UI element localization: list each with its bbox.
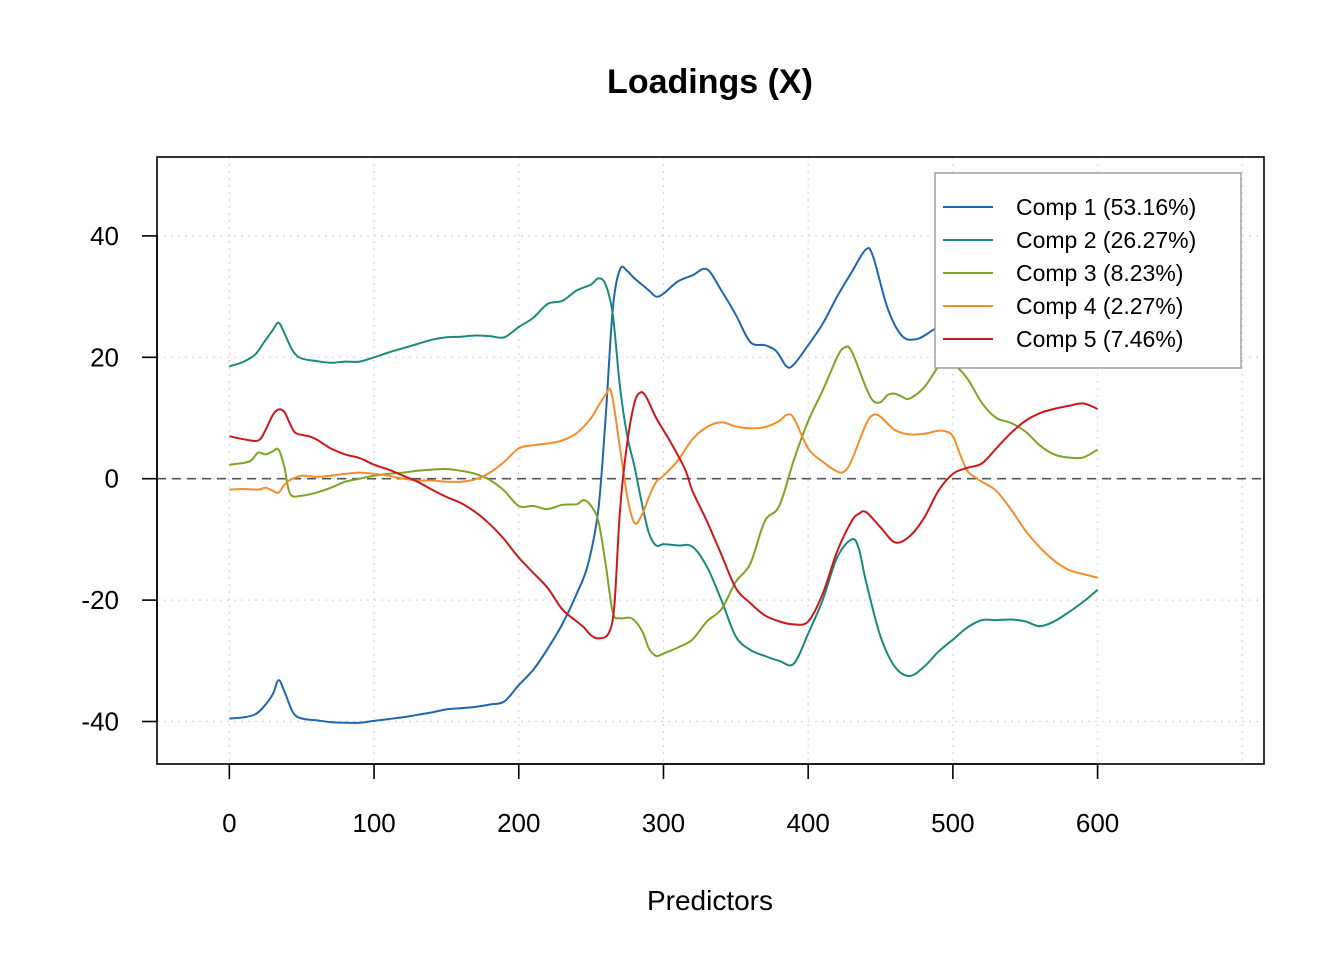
series-line-comp-3 [229,345,1099,658]
legend-label-comp-1: Comp 1 (53.16%) [1016,194,1196,220]
legend-label-comp-5: Comp 5 (7.46%) [1016,326,1183,352]
y-tick-label: -40 [81,707,119,737]
y-tick-label: 20 [90,342,119,372]
x-tick-label: 500 [931,808,974,838]
x-axis: 0 100 200 300 400 500 600 [222,763,1119,838]
series-line-comp-2 [229,277,1099,677]
legend-label-comp-3: Comp 3 (8.23%) [1016,260,1183,286]
y-tick-label: 0 [105,464,119,494]
legend: Comp 1 (53.16%) Comp 2 (26.27%) Comp 3 (8.… [934,172,1242,369]
series-line-comp-5 [229,391,1098,640]
x-tick-label: 0 [222,808,236,838]
series-layer [229,247,1099,724]
legend-label-comp-4: Comp 4 (2.27%) [1016,293,1183,319]
x-tick-label: 100 [352,808,395,838]
series-line-comp-4 [229,387,1098,579]
y-axis: -40 -20 0 20 40 [81,221,158,737]
x-tick-label: 400 [786,808,829,838]
chart-title: Loadings (X) [607,63,813,101]
legend-box [934,172,1242,369]
y-tick-label: -20 [81,585,119,615]
grid-lines [157,157,1264,764]
x-tick-label: 200 [497,808,540,838]
series-line-comp-1 [229,247,947,724]
y-tick-label: 40 [90,221,119,251]
legend-label-comp-2: Comp 2 (26.27%) [1016,227,1196,253]
x-tick-label: 300 [642,808,685,838]
x-tick-label: 600 [1076,808,1119,838]
x-axis-label: Predictors [647,885,773,916]
